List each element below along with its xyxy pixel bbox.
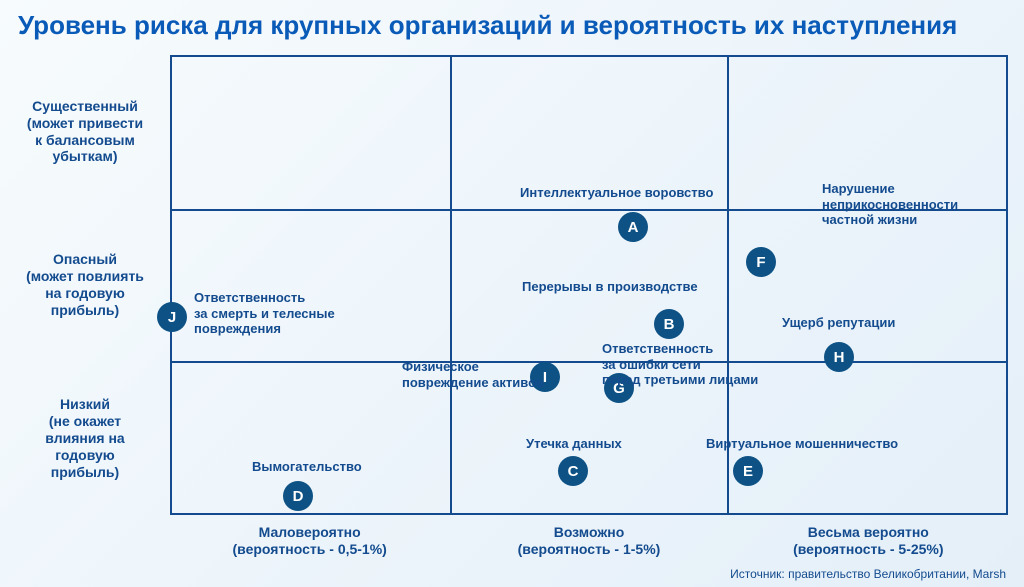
x-label-possible: Возможно (вероятность - 1-5%): [449, 520, 728, 570]
risk-marker-f: F: [746, 247, 776, 277]
chart-title: Уровень риска для крупных организаций и …: [18, 10, 957, 41]
risk-label-j: Ответственность за смерть и телесные пов…: [194, 290, 335, 337]
y-label-low: Низкий (не окажет влияния на годовую при…: [0, 362, 170, 515]
y-axis-labels: Существенный (может привести к балансовы…: [0, 55, 170, 515]
risk-label-f: Нарушение неприкосновенности частной жиз…: [822, 181, 958, 228]
x-label-likely: Весьма вероятно (вероятность - 5-25%): [729, 520, 1008, 570]
grid-col-divider: [450, 57, 452, 513]
matrix-grid: A Интеллектуальное воровство B Перерывы в п…: [170, 55, 1008, 515]
risk-label-a: Интеллектуальное воровство: [520, 185, 713, 201]
risk-marker-d: D: [283, 481, 313, 511]
y-label-high: Существенный (может привести к балансовы…: [0, 55, 170, 208]
x-axis-labels: Маловероятно (вероятность - 0,5-1%) Возм…: [170, 520, 1008, 570]
risk-marker-b: B: [654, 309, 684, 339]
y-label-medium: Опасный (может повлиять на годовую прибы…: [0, 208, 170, 361]
risk-label-c: Утечка данных: [526, 436, 622, 452]
risk-marker-j: J: [157, 302, 187, 332]
risk-label-h: Ущерб репутации: [782, 315, 895, 331]
risk-label-d: Вымогательство: [252, 459, 362, 475]
risk-label-b: Перерывы в производстве: [522, 279, 698, 295]
risk-marker-a: A: [618, 212, 648, 242]
risk-marker-e: E: [733, 456, 763, 486]
x-label-unlikely: Маловероятно (вероятность - 0,5-1%): [170, 520, 449, 570]
source-credit: Источник: правительство Великобритании, …: [730, 567, 1006, 581]
grid-row-divider: [172, 361, 1006, 363]
risk-label-i: Физическое повреждение активов: [402, 359, 544, 390]
risk-marker-h: H: [824, 342, 854, 372]
risk-marker-c: C: [558, 456, 588, 486]
risk-label-e: Виртуальное мошенничество: [706, 436, 898, 452]
risk-label-g: Ответственность за ошибки сети перед тре…: [602, 341, 758, 388]
risk-matrix-container: { "title": "Уровень риска для крупных ор…: [0, 0, 1024, 587]
